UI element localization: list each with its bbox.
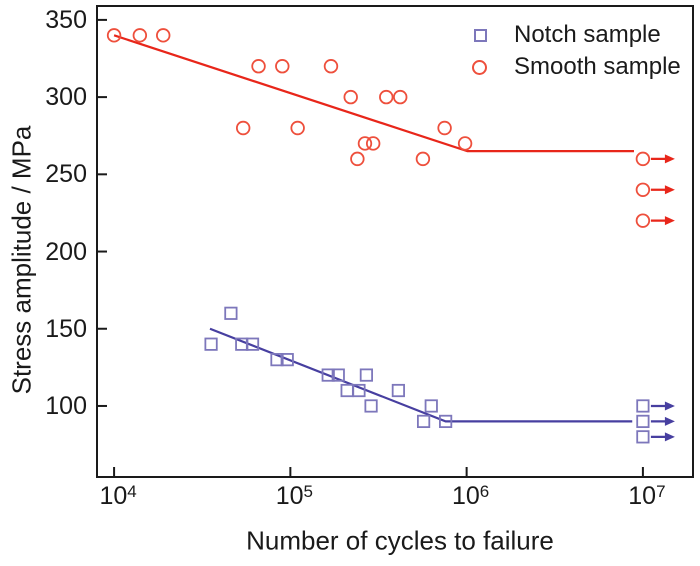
y-tick-label: 100 xyxy=(45,391,87,420)
notch-data-point xyxy=(359,368,373,382)
notch-data-point xyxy=(416,414,431,429)
y-tick-label: 250 xyxy=(45,160,87,189)
notch-runout-point xyxy=(636,414,650,429)
notch-data-point xyxy=(280,353,294,367)
smooth-circle-icon xyxy=(472,59,487,75)
smooth-data-point xyxy=(156,28,171,43)
smooth-data-point xyxy=(343,89,358,105)
x-tick-label: 107 xyxy=(628,482,666,510)
smooth-data-point xyxy=(357,136,373,151)
y-tick-label: 150 xyxy=(45,314,87,343)
notch-data-point xyxy=(270,353,284,367)
x-tick-label: 106 xyxy=(451,482,490,510)
notch-runout-arrow-head xyxy=(664,401,675,411)
smooth-data-point xyxy=(132,28,148,43)
smooth-data-point xyxy=(235,120,251,136)
notch-square-icon xyxy=(474,28,487,42)
smooth-data-point xyxy=(106,28,122,43)
plot-frame xyxy=(96,5,694,478)
trend-line-notch xyxy=(209,327,633,423)
x-tick-label: 105 xyxy=(275,482,313,510)
smooth-runout-point xyxy=(635,182,651,197)
notch-data-point xyxy=(439,414,453,429)
legend-item-smooth: Smooth sample xyxy=(472,53,681,81)
notch-runout-point xyxy=(636,399,650,413)
notch-data-point xyxy=(424,399,438,413)
smooth-data-point xyxy=(323,59,339,74)
notch-data-point xyxy=(364,399,378,413)
smooth-runout-arrow-head xyxy=(664,216,675,226)
notch-data-point xyxy=(331,368,345,382)
smooth-data-point xyxy=(290,120,305,136)
legend-label-smooth: Smooth sample xyxy=(514,53,681,80)
notch-data-point xyxy=(245,337,260,351)
smooth-data-point xyxy=(365,136,381,151)
notch-runout-arrow-head xyxy=(664,416,675,426)
notch-data-point xyxy=(321,368,335,382)
y-tick-label: 200 xyxy=(45,237,87,266)
notch-runout-arrow-head xyxy=(664,432,675,442)
smooth-data-point xyxy=(393,89,408,105)
notch-data-point xyxy=(352,383,366,398)
trend-line-smooth xyxy=(113,34,634,153)
legend-label-notch: Notch sample xyxy=(514,21,661,48)
y-tick-label: 350 xyxy=(45,5,87,34)
smooth-data-point xyxy=(350,151,365,167)
x-axis-title: Number of cycles to failure xyxy=(246,525,554,556)
legend-item-notch: Notch sample xyxy=(472,21,661,49)
notch-data-point xyxy=(224,306,238,320)
smooth-data-point xyxy=(415,151,431,167)
smooth-runout-arrow-head xyxy=(664,185,675,195)
smooth-data-point xyxy=(437,120,452,136)
smooth-runout-point xyxy=(635,213,651,228)
smooth-data-point xyxy=(275,59,290,74)
smooth-runout-point xyxy=(635,151,651,167)
notch-data-point xyxy=(391,383,405,398)
notch-runout-point xyxy=(636,430,650,444)
smooth-data-point xyxy=(379,89,394,105)
x-tick-label: 104 xyxy=(99,482,137,510)
y-tick-label: 300 xyxy=(45,83,87,112)
smooth-runout-arrow-head xyxy=(664,154,675,164)
notch-data-point xyxy=(340,383,354,398)
notch-data-point xyxy=(204,337,218,351)
smooth-data-point xyxy=(457,136,473,151)
smooth-data-point xyxy=(251,59,266,74)
y-axis-title: Stress amplitude / MPa xyxy=(6,125,37,395)
